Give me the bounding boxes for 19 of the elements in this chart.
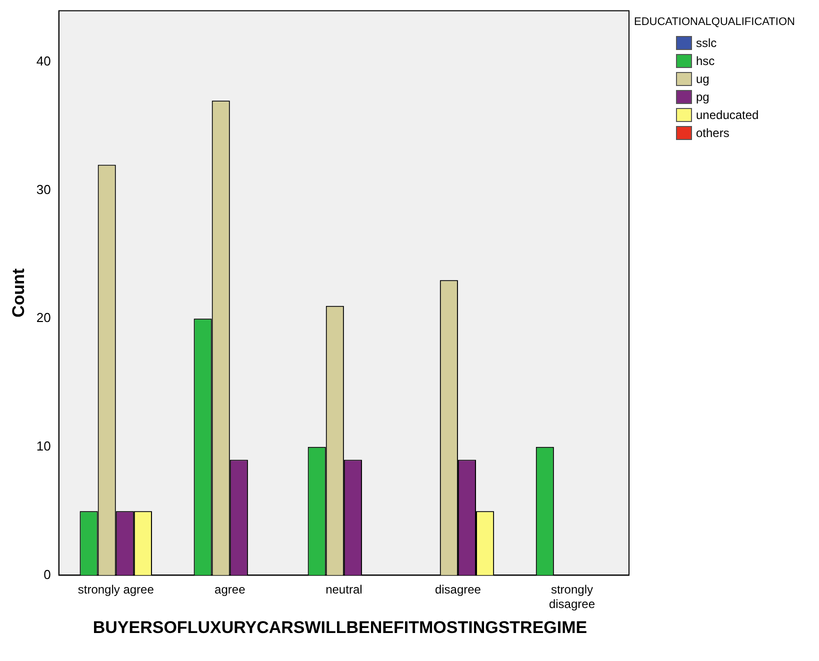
legend-label: pg: [696, 90, 710, 104]
legend-label: sslc: [696, 36, 717, 50]
y-tick-label: 40: [36, 54, 51, 69]
legend-label: hsc: [696, 54, 715, 68]
y-tick-label: 0: [44, 566, 51, 582]
y-tick-label: 20: [36, 310, 51, 326]
x-tick-label: agree: [214, 582, 246, 597]
legend-title: EDUCATIONALQUALIFICATION: [634, 16, 795, 28]
x-tick-label: neutral: [326, 582, 362, 597]
y-axis-title: Count: [8, 268, 28, 318]
y-tick-label: 10: [36, 438, 51, 454]
legend-label: ug: [696, 72, 710, 86]
x-tick-label: strongly disagree: [548, 582, 596, 612]
y-tick-label: 30: [36, 182, 51, 197]
x-axis-title: BUYERSOFLUXURYCARSWILLBENEFITMOSTINGSTREGIME: [92, 618, 588, 638]
x-tick-label: disagree: [434, 582, 482, 597]
legend-label: others: [696, 126, 730, 140]
legend-label: uneducated: [696, 108, 759, 122]
x-tick-label: strongly agree: [78, 582, 154, 597]
